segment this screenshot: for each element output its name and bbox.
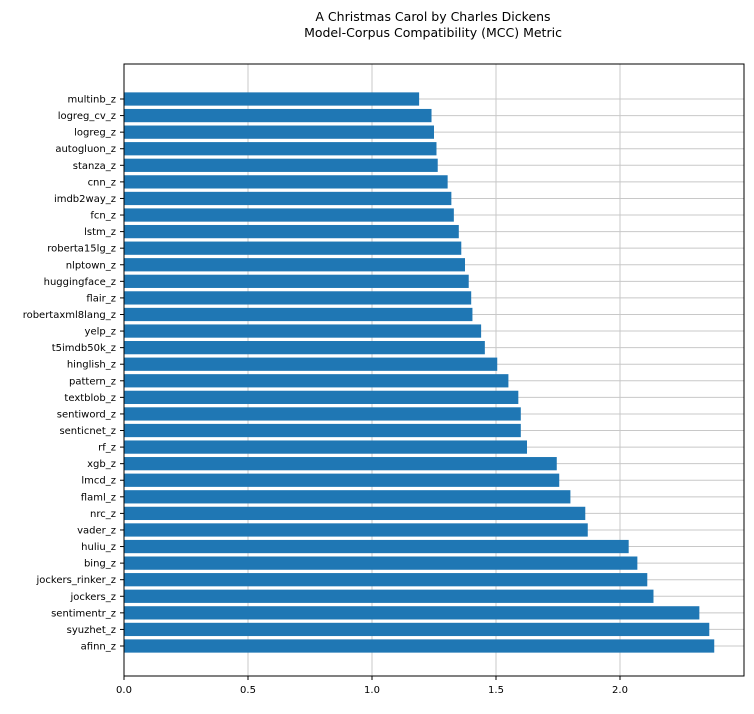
y-tick-label: autogluon_z [55, 144, 116, 155]
y-tick-label: jockers_z [69, 592, 116, 603]
bar-autogluon-z [124, 142, 437, 156]
y-tick-label: rf_z [98, 443, 116, 454]
y-tick-label: roberta15lg_z [47, 244, 116, 255]
plot-frame [123, 63, 745, 677]
x-tick-label: 0.5 [240, 685, 256, 696]
bar-fcn-z [124, 208, 454, 222]
x-tick-label: 1.5 [488, 685, 504, 696]
bar-huggingface-z [124, 274, 469, 288]
bar-lstm-z [124, 224, 459, 239]
bar-jockers-rinker-z [124, 573, 648, 587]
bar-vader-z [124, 523, 588, 537]
bar-syuzhet-z [124, 622, 710, 637]
y-tick-label: lmcd_z [81, 476, 116, 487]
y-tick-label: flaml_z [81, 492, 116, 503]
y-tick-label: xgb_z [87, 459, 116, 470]
bar-rf-z [124, 440, 527, 454]
y-tick-label: sentimentr_z [51, 608, 116, 619]
bar-flaml-z [124, 490, 571, 504]
bar-textblob-z [124, 390, 519, 404]
y-tick-label: cnn_z [88, 177, 116, 188]
bar-nrc-z [124, 506, 586, 521]
bar-flair-z [124, 291, 472, 305]
bar-pattern-z [124, 374, 509, 388]
bar-logreg-z [124, 125, 434, 139]
y-tick-label: imdb2way_z [54, 194, 116, 205]
y-tick-label: vader_z [77, 525, 116, 536]
bar-afinn-z [124, 639, 715, 653]
bar-logreg-cv-z [124, 108, 432, 123]
y-tick-label: flair_z [86, 293, 116, 304]
x-tick-label: 1.0 [364, 685, 380, 696]
x-tick-label: 2.0 [612, 685, 628, 696]
y-tick-label: textblob_z [64, 393, 116, 404]
bar-hinglish-z [124, 357, 498, 371]
y-tick-label: syuzhet_z [67, 625, 116, 636]
bar-robertaxml8lang-z [124, 307, 473, 322]
chart-title: A Christmas Carol by Charles Dickens [315, 9, 550, 24]
y-tick-label: huliu_z [81, 542, 116, 553]
bar-roberta15lg-z [124, 241, 462, 255]
bar-cnn-z [124, 175, 448, 189]
y-tick-label: nlptown_z [66, 260, 116, 271]
chart-subtitle: Model-Corpus Compatibility (MCC) Metric [304, 25, 562, 40]
y-tick-label: t5imdb50k_z [52, 343, 116, 354]
bar-stanza-z [124, 158, 438, 172]
y-tick-label: sentiword_z [57, 409, 116, 420]
bar-jockers-z [124, 589, 654, 603]
bar-t5imdb50k-z [124, 341, 485, 355]
bar-yelp-z [124, 324, 482, 338]
y-tick-label: huggingface_z [44, 277, 116, 288]
y-tick-label: multinb_z [68, 95, 117, 106]
bar-imdb2way-z [124, 191, 452, 206]
bar-lmcd-z [124, 473, 560, 487]
y-tick-label: logreg_cv_z [58, 111, 116, 122]
y-tick-label: stanza_z [73, 161, 116, 172]
y-tick-label: afinn_z [81, 642, 116, 653]
bar-sentiword-z [124, 407, 521, 421]
y-tick-label: yelp_z [85, 327, 116, 338]
bar-bing-z [124, 556, 638, 570]
y-tick-label: pattern_z [69, 376, 116, 387]
bar-senticnet-z [124, 423, 521, 438]
x-tick-label: 0.0 [116, 685, 132, 696]
y-tick-label: logreg_z [74, 128, 116, 139]
y-tick-label: nrc_z [90, 509, 116, 520]
y-tick-label: fcn_z [90, 211, 116, 222]
bar-multinb-z [124, 92, 420, 106]
y-tick-label: hinglish_z [67, 360, 116, 371]
bar-huliu-z [124, 539, 629, 554]
y-tick-label: lstm_z [84, 227, 116, 238]
y-tick-label: bing_z [84, 559, 116, 570]
bar-xgb-z [124, 457, 557, 471]
bar-sentimentr-z [124, 606, 700, 620]
y-tick-label: senticnet_z [59, 426, 116, 437]
bar-nlptown-z [124, 258, 465, 272]
y-tick-label: robertaxml8lang_z [23, 310, 116, 321]
y-tick-label: jockers_rinker_z [36, 575, 116, 586]
